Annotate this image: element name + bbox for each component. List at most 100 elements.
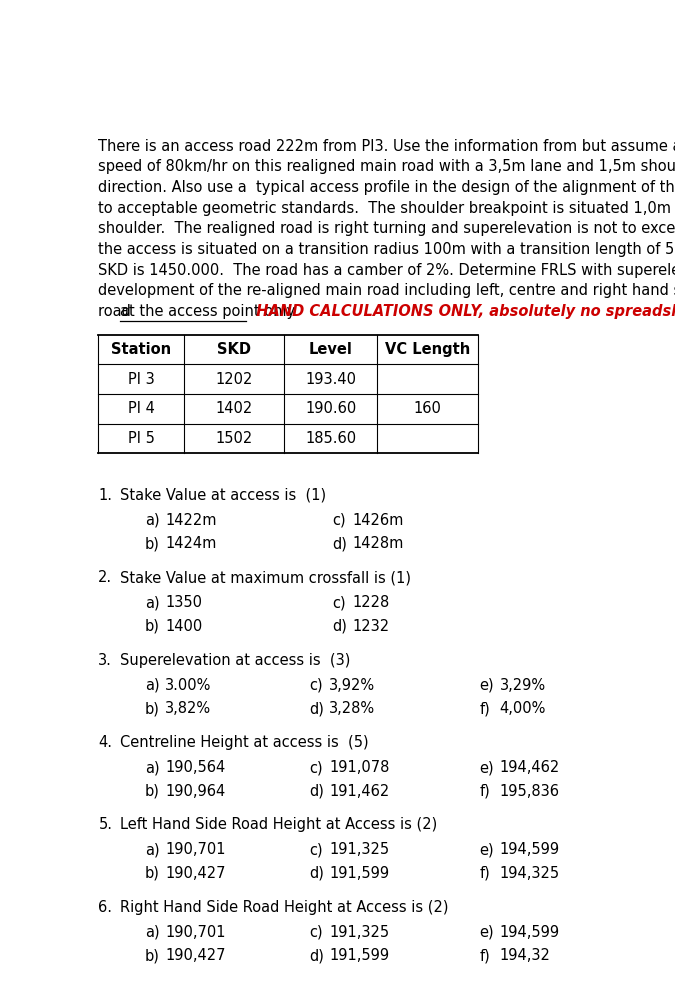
Text: d): d): [309, 701, 324, 716]
Text: e): e): [480, 761, 494, 775]
Text: Superelevation at access is  (3): Superelevation at access is (3): [120, 652, 350, 667]
Text: Stake Value at access is  (1): Stake Value at access is (1): [120, 488, 326, 503]
Text: Station: Station: [111, 342, 171, 357]
Text: VC Length: VC Length: [385, 342, 470, 357]
Text: 3,29%: 3,29%: [500, 677, 546, 692]
Text: b): b): [145, 784, 160, 799]
Text: a): a): [145, 677, 159, 692]
Text: a): a): [145, 761, 159, 775]
Text: c): c): [332, 595, 346, 610]
Text: 4,00%: 4,00%: [500, 701, 546, 716]
Text: e): e): [480, 843, 494, 858]
Text: 190,701: 190,701: [165, 843, 225, 858]
Text: a): a): [145, 595, 159, 610]
Text: Centreline Height at access is  (5): Centreline Height at access is (5): [120, 735, 369, 750]
Text: 191,078: 191,078: [329, 761, 389, 775]
Text: d): d): [309, 866, 324, 881]
Text: e): e): [480, 925, 494, 940]
Text: 190,701: 190,701: [165, 925, 225, 940]
Text: 193.40: 193.40: [305, 372, 356, 387]
Text: SKD: SKD: [217, 342, 251, 357]
Text: 3.00%: 3.00%: [165, 677, 211, 692]
Text: 160: 160: [414, 401, 441, 416]
Text: 194,462: 194,462: [500, 761, 560, 775]
Text: 191,325: 191,325: [329, 843, 389, 858]
Text: c): c): [309, 761, 323, 775]
Text: 2.: 2.: [99, 570, 113, 585]
Text: c): c): [309, 925, 323, 940]
Text: 4.: 4.: [99, 735, 112, 750]
Text: 190,564: 190,564: [165, 761, 225, 775]
Text: d): d): [332, 619, 347, 633]
Text: f): f): [480, 784, 490, 799]
Text: 3,92%: 3,92%: [329, 677, 375, 692]
Text: a): a): [145, 843, 159, 858]
Text: 194,599: 194,599: [500, 843, 560, 858]
Text: 191,599: 191,599: [329, 866, 389, 881]
Text: 1228: 1228: [352, 595, 389, 610]
Text: f): f): [480, 701, 490, 716]
Text: 194,599: 194,599: [500, 925, 560, 940]
Text: 5.: 5.: [99, 818, 112, 833]
Text: 191,599: 191,599: [329, 948, 389, 963]
Text: 190,427: 190,427: [165, 948, 225, 963]
Text: 190.60: 190.60: [305, 401, 356, 416]
Text: to acceptable geometric standards.  The shoulder breakpoint is situated 1,0m out: to acceptable geometric standards. The s…: [99, 200, 675, 215]
Text: f): f): [480, 866, 490, 881]
Text: 1232: 1232: [352, 619, 389, 633]
Text: 3.: 3.: [99, 652, 112, 667]
Text: b): b): [145, 701, 160, 716]
Text: development of the re-aligned main road including left, centre and right hand si: development of the re-aligned main road …: [99, 284, 675, 299]
Text: d): d): [309, 784, 324, 799]
Text: f): f): [480, 948, 490, 963]
Text: c): c): [309, 677, 323, 692]
Text: b): b): [145, 866, 160, 881]
Text: 190,964: 190,964: [165, 784, 225, 799]
Text: speed of 80km/hr on this realigned main road with a 3,5m lane and 1,5m shoulder : speed of 80km/hr on this realigned main …: [99, 159, 675, 174]
Text: 1.: 1.: [99, 488, 112, 503]
Text: 3,82%: 3,82%: [165, 701, 211, 716]
Text: There is an access road 222m from PI3. Use the information from but assume a pra: There is an access road 222m from PI3. U…: [99, 138, 675, 153]
Text: 194,32: 194,32: [500, 948, 551, 963]
Text: 6.: 6.: [99, 900, 112, 915]
Text: 3,28%: 3,28%: [329, 701, 375, 716]
Text: Right Hand Side Road Height at Access is (2): Right Hand Side Road Height at Access is…: [120, 900, 448, 915]
Text: a): a): [145, 513, 159, 528]
Text: 194,325: 194,325: [500, 866, 560, 881]
Text: 1428m: 1428m: [352, 536, 404, 551]
Text: a): a): [145, 925, 159, 940]
Text: 1350: 1350: [165, 595, 202, 610]
Text: PI 5: PI 5: [128, 431, 155, 446]
Text: shoulder.  The realigned road is right turning and superelevation is not to exce: shoulder. The realigned road is right tu…: [99, 221, 675, 236]
Text: 1400: 1400: [165, 619, 202, 633]
Text: Level: Level: [309, 342, 353, 357]
Text: 1424m: 1424m: [165, 536, 217, 551]
Text: e): e): [480, 677, 494, 692]
Text: 1202: 1202: [215, 372, 252, 387]
Text: SKD is 1450.000.  The road has a camber of 2%. Determine FRLS with superelevatio: SKD is 1450.000. The road has a camber o…: [99, 263, 675, 278]
Text: HAND CALCULATIONS ONLY, absolutely no spreadsheets!!: HAND CALCULATIONS ONLY, absolutely no sp…: [246, 304, 675, 319]
Text: 1502: 1502: [215, 431, 252, 446]
Text: PI 3: PI 3: [128, 372, 155, 387]
Text: 185.60: 185.60: [305, 431, 356, 446]
Text: direction. Also use a  typical access profile in the design of the alignment of : direction. Also use a typical access pro…: [99, 180, 675, 195]
Text: c): c): [309, 843, 323, 858]
Text: c): c): [332, 513, 346, 528]
Text: 190,427: 190,427: [165, 866, 225, 881]
Text: Left Hand Side Road Height at Access is (2): Left Hand Side Road Height at Access is …: [120, 818, 437, 833]
Text: d): d): [309, 948, 324, 963]
Text: the access is situated on a transition radius 100m with a transition length of 5: the access is situated on a transition r…: [99, 241, 675, 257]
Text: PI 4: PI 4: [128, 401, 155, 416]
Text: road: road: [99, 304, 136, 319]
Text: Stake Value at maximum crossfall is (1): Stake Value at maximum crossfall is (1): [120, 570, 411, 585]
Text: d): d): [332, 536, 347, 551]
Text: 1426m: 1426m: [352, 513, 404, 528]
Text: b): b): [145, 536, 160, 551]
Text: 191,462: 191,462: [329, 784, 389, 799]
Text: at the access point only.: at the access point only.: [120, 304, 298, 319]
Text: b): b): [145, 948, 160, 963]
Text: b): b): [145, 619, 160, 633]
Text: 191,325: 191,325: [329, 925, 389, 940]
Text: 1402: 1402: [215, 401, 252, 416]
Text: 1422m: 1422m: [165, 513, 217, 528]
